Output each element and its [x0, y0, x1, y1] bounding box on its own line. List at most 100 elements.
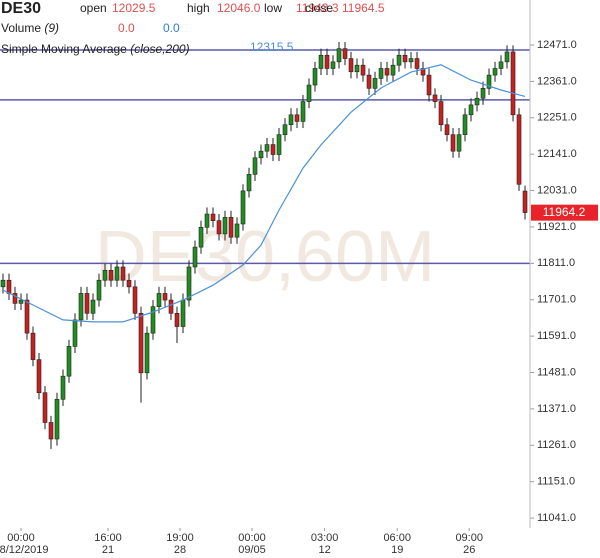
legend-value: 11964.5: [342, 1, 385, 15]
sma-value: 12315.5: [250, 40, 294, 54]
candle-body: [354, 64, 360, 73]
candle-body: [432, 94, 438, 102]
legend-value: 11943.3: [296, 1, 339, 15]
y-tick-label: 12141.0: [537, 148, 577, 160]
candle-body: [120, 266, 126, 281]
volume-value: 0.0: [118, 21, 135, 35]
candle-body: [234, 223, 240, 238]
candle-body: [456, 134, 462, 152]
y-tick-label: 11261.0: [537, 439, 576, 451]
candle-body: [66, 346, 72, 377]
candle-body: [510, 51, 516, 116]
candle-body: [330, 61, 336, 69]
candle-body: [318, 54, 324, 69]
candle-body: [264, 144, 270, 152]
candle-body: [426, 74, 432, 96]
candle-body: [270, 144, 276, 155]
candle-body: [192, 246, 198, 268]
candle-body: [72, 319, 78, 347]
candle-body: [438, 101, 444, 126]
candle-body: [54, 399, 60, 440]
candle-body: [288, 114, 294, 126]
x-tick-label: 00:00: [238, 532, 266, 544]
candle-body: [222, 217, 228, 235]
plot-area: [0, 42, 530, 449]
candle-body: [18, 299, 24, 304]
y-tick-label: 12251.0: [537, 112, 577, 124]
candle-body: [282, 124, 288, 135]
candle-body: [168, 299, 174, 314]
volume-legend: Volume (9): [1, 21, 59, 35]
candle-body: [240, 190, 246, 225]
sma-legend: Simple Moving Average (close,200): [1, 42, 190, 56]
candle-body: [486, 74, 492, 89]
candle-body: [138, 312, 144, 374]
candle-body: [342, 48, 348, 59]
candle-body: [480, 88, 486, 99]
candle-body: [78, 293, 84, 321]
candle-body: [258, 150, 264, 159]
sma-params: (close,200): [130, 42, 189, 56]
candle-body: [474, 97, 480, 106]
candle-body: [408, 58, 414, 63]
y-tick-label: 11811.0: [537, 257, 575, 269]
x-tick-label: 16:00: [94, 532, 122, 544]
candle-body: [198, 226, 204, 248]
candle-body: [36, 359, 42, 393]
candle-body: [450, 134, 456, 152]
price-tag-label: 11964.2: [543, 205, 586, 219]
y-tick-label: 11371.0: [537, 403, 576, 415]
candle-body: [216, 220, 222, 235]
candle-body: [84, 293, 90, 314]
y-tick-label: 12361.0: [537, 75, 577, 87]
candle-body: [24, 299, 30, 334]
x-tick-label: 03:00: [311, 532, 339, 544]
candle-body: [96, 279, 102, 301]
x-tick-label: 06:00: [383, 532, 411, 544]
candle-body: [372, 78, 378, 89]
volume-name: Volume: [1, 21, 41, 35]
x-tick-label: 19:00: [166, 532, 194, 544]
candle-body: [402, 54, 408, 63]
y-tick-label: 11591.0: [537, 330, 576, 342]
candle-body: [12, 293, 18, 304]
candle-body: [414, 58, 420, 69]
candle-body: [156, 293, 162, 307]
candle-body: [378, 68, 384, 79]
candle-body: [204, 213, 210, 228]
y-tick-label: 11481.0: [537, 366, 576, 378]
y-tick-label: 11151.0: [537, 476, 575, 488]
candle-body: [444, 124, 450, 135]
legend-name: open: [80, 1, 107, 15]
candle-body: [210, 213, 216, 221]
x-tick-date: 21: [102, 544, 114, 556]
legend-name: close: [305, 1, 333, 15]
candle-body: [276, 134, 282, 155]
candle-body: [0, 279, 6, 288]
y-tick-label: 11701.0: [537, 294, 576, 306]
candle-body: [420, 68, 426, 76]
x-tick-label: 00:00: [7, 532, 35, 544]
candle-body: [492, 68, 498, 76]
sma-name: Simple Moving Average: [1, 42, 127, 56]
candle-body: [228, 217, 234, 238]
candle-body: [366, 74, 372, 89]
candle-body: [30, 332, 36, 360]
candle-body: [384, 68, 390, 76]
price-tag: [531, 204, 598, 221]
candle-body: [324, 54, 330, 69]
candle-body: [132, 286, 138, 314]
y-tick-label: 12031.0: [537, 184, 577, 196]
candle-body: [180, 299, 186, 327]
candle-body: [6, 279, 12, 294]
candle-body: [294, 114, 300, 122]
candle-body: [252, 157, 258, 175]
candle-body: [126, 279, 132, 288]
candle-body: [60, 375, 66, 400]
candle-body: [102, 269, 108, 281]
candle-body: [42, 392, 48, 423]
x-tick-date: 09/05: [238, 544, 266, 556]
x-tick-label: 09:00: [455, 532, 483, 544]
candle-body: [114, 266, 120, 281]
